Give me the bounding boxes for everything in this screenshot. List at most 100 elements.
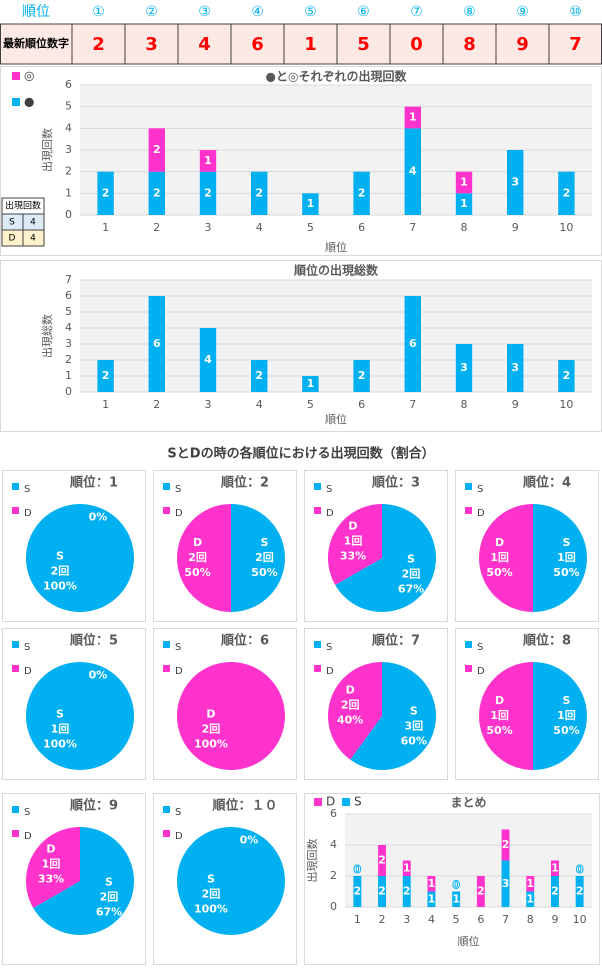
data-label: 2 (563, 369, 571, 382)
x-tick-label: 6 (358, 221, 365, 234)
data-label: 1 (428, 892, 436, 905)
bar (455, 193, 473, 215)
data-label: 2 (255, 369, 263, 382)
y-tick-label: 6 (65, 289, 72, 302)
legend-swatch (163, 665, 170, 672)
pie-slice (335, 504, 436, 612)
bar (507, 150, 524, 215)
slice-name: D (206, 708, 215, 721)
bar (452, 891, 461, 907)
x-tick-label: 8 (461, 398, 468, 411)
chart-title: 順位：5 (70, 633, 118, 649)
legend-label: D (477, 508, 485, 519)
x-tick-label: 9 (512, 398, 519, 411)
slice-name: S (563, 694, 571, 707)
slice-value: 2回 (100, 890, 119, 904)
legend-swatch (314, 665, 321, 672)
header-cell: ④ (251, 4, 264, 20)
chart-title: 順位：3 (372, 475, 420, 491)
y-tick-label: 4 (65, 121, 72, 134)
x-tick-label: 6 (358, 398, 365, 411)
header-cell: ⑩ (569, 4, 582, 20)
x-tick-label: 9 (551, 913, 558, 926)
chart-title: 順位：4 (523, 475, 571, 491)
data-label: 2 (378, 854, 386, 867)
pie-slice (25, 504, 134, 612)
side-key: S (9, 218, 15, 228)
y-tick-label: 2 (65, 353, 72, 366)
slice-name: D (244, 804, 253, 817)
legend-label: S (326, 484, 332, 495)
bar (97, 360, 114, 392)
legend-label: S (175, 807, 181, 818)
bar (526, 891, 535, 907)
bar (404, 106, 421, 129)
x-tick-label: 1 (102, 398, 109, 411)
x-tick-label: 2 (153, 398, 160, 411)
row-frame (0, 23, 602, 65)
pie-slice (479, 504, 533, 612)
x-axis-label: 順位 (325, 240, 347, 254)
chart-title: 順位：6 (221, 633, 269, 649)
bar (97, 171, 114, 215)
x-tick-label: 3 (205, 398, 212, 411)
legend-swatch (163, 641, 170, 648)
legend-swatch (314, 483, 321, 490)
data-label: 0 (452, 879, 460, 892)
x-axis-label: 順位 (458, 934, 480, 948)
data-label: 1 (452, 892, 460, 905)
x-tick-label: 7 (409, 221, 416, 234)
side-value: 4 (30, 218, 36, 228)
bar (427, 876, 436, 892)
bar (353, 171, 370, 215)
header-cell: 順位 (22, 4, 50, 20)
row-value: 8 (463, 34, 476, 55)
y-tick-label: 3 (65, 337, 72, 350)
header-cell: ② (145, 4, 158, 20)
x-tick-label: 5 (307, 221, 314, 234)
slice-value: 0回 (89, 495, 108, 509)
data-label: 4 (204, 353, 212, 366)
plot-area (80, 280, 592, 392)
bar (378, 845, 387, 876)
legend-label: D (326, 666, 334, 677)
chart-title: 順位：9 (70, 798, 118, 814)
data-label: 1 (460, 197, 468, 210)
legend-label: ● (24, 95, 34, 109)
x-tick-label: 7 (409, 398, 416, 411)
slice-name: D (348, 519, 357, 532)
pie-slice (33, 827, 134, 936)
y-tick-label: 7 (65, 273, 72, 286)
slice-name: S (261, 536, 269, 549)
legend-label: D (175, 831, 183, 842)
bar (455, 171, 473, 194)
legend-swatch (163, 806, 170, 813)
bar (476, 876, 485, 907)
chart-title: 順位：１０ (212, 798, 277, 814)
bar (199, 150, 217, 172)
slice-percent: 60% (401, 734, 427, 747)
slice-value: 2回 (202, 722, 221, 736)
bar (558, 171, 575, 215)
chart-title: 順位：2 (221, 475, 269, 491)
pie-slice (328, 662, 382, 760)
bar (550, 860, 559, 876)
slice-value: 2回 (51, 564, 70, 578)
row-value: 0 (410, 34, 423, 55)
pie-slice (25, 827, 80, 908)
slice-name: S (105, 876, 113, 889)
data-label: 6 (153, 337, 161, 350)
bar (302, 376, 319, 392)
slice-name: D (46, 842, 55, 855)
data-label: 1 (460, 176, 468, 189)
data-label: 2 (358, 369, 366, 382)
x-tick-label: 10 (559, 398, 573, 411)
header-cell: ⑥ (357, 4, 370, 20)
header-cell: ⑤ (304, 4, 317, 20)
slice-name: D (193, 536, 202, 549)
bar (353, 876, 362, 907)
y-tick-label: 6 (65, 78, 72, 91)
y-tick-label: 0 (65, 208, 72, 221)
slice-value: 2回 (255, 550, 274, 564)
